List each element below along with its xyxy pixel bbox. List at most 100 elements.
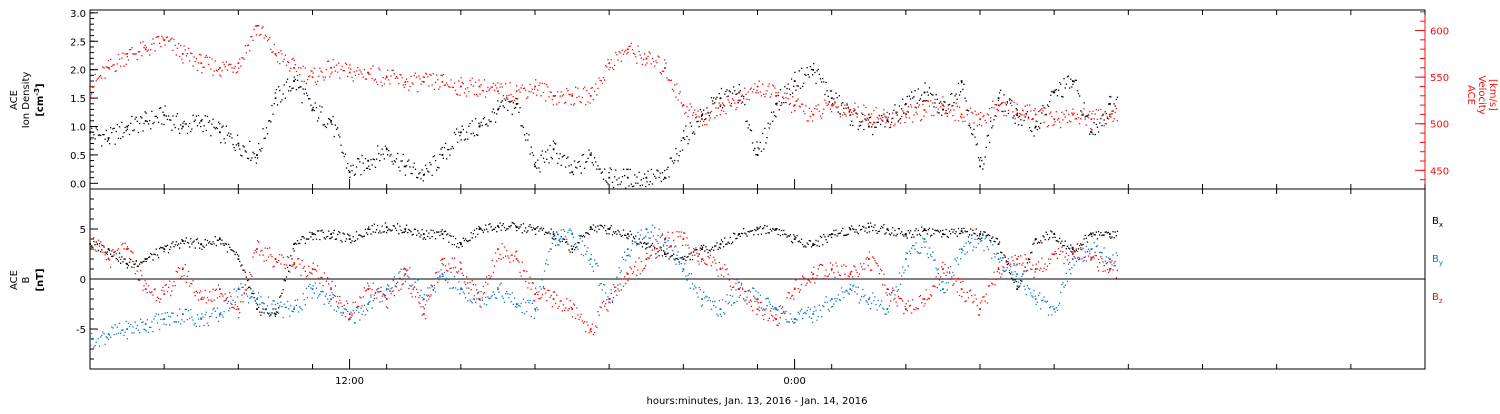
bz-sample — [958, 278, 959, 279]
velocity-sample — [1097, 119, 1098, 120]
bz-sample — [790, 298, 791, 299]
bx-sample — [321, 230, 322, 231]
bz-sample — [196, 291, 197, 292]
by-sample — [495, 297, 496, 298]
density-sample — [946, 110, 947, 111]
bz-sample — [1000, 276, 1001, 277]
bz-sample — [1056, 253, 1057, 254]
by-sample — [568, 230, 569, 231]
velocity-sample — [1010, 99, 1011, 100]
bz-sample — [319, 283, 320, 284]
velocity-sample — [899, 119, 900, 120]
bx-sample — [1002, 257, 1003, 258]
velocity-sample — [356, 70, 357, 71]
density-sample — [443, 158, 444, 159]
density-series — [89, 63, 1118, 189]
velocity-sample — [1005, 102, 1006, 103]
velocity-sample — [893, 125, 894, 126]
bx-sample — [1049, 237, 1050, 238]
bz-sample — [410, 293, 411, 294]
velocity-sample — [268, 39, 269, 40]
bx-sample — [170, 246, 171, 247]
bz-sample — [171, 291, 172, 292]
bz-sample — [682, 245, 683, 246]
bx-sample — [848, 234, 849, 235]
bz-sample — [363, 296, 364, 297]
bz-sample — [996, 279, 997, 280]
velocity-sample — [937, 111, 938, 112]
bz-sample — [194, 292, 195, 293]
bx-sample — [547, 233, 548, 234]
density-point — [553, 148, 555, 150]
density-point — [460, 131, 462, 133]
bz-sample — [172, 285, 173, 286]
density-sample — [759, 148, 760, 149]
bz-sample — [931, 295, 932, 296]
by-sample — [142, 321, 143, 322]
bz-sample — [802, 276, 803, 277]
velocity-sample — [493, 83, 494, 84]
bx-sample — [199, 248, 200, 249]
velocity-point — [516, 90, 518, 92]
velocity-sample — [622, 50, 623, 51]
by-sample — [120, 333, 121, 334]
by-sample — [726, 294, 727, 295]
velocity-sample — [907, 111, 908, 112]
velocity-sample — [969, 123, 970, 124]
bz-sample — [558, 306, 559, 307]
by-sample — [353, 310, 354, 311]
density-sample — [627, 169, 628, 170]
by-point — [812, 313, 814, 315]
density-sample — [1063, 78, 1064, 79]
velocity-sample — [277, 61, 278, 62]
bz-sample — [534, 300, 535, 301]
velocity-sample — [862, 121, 863, 122]
bx-sample — [195, 247, 196, 248]
bz-sample — [364, 287, 365, 288]
density-sample — [166, 115, 167, 116]
bx-point — [367, 228, 369, 230]
velocity-sample — [256, 34, 257, 35]
bz-sample — [604, 306, 605, 307]
bx-sample — [351, 240, 352, 241]
bz-sample — [1010, 263, 1011, 264]
density-sample — [1003, 94, 1004, 95]
by-sample — [1005, 255, 1006, 256]
bz-sample — [810, 282, 811, 283]
by-sample — [674, 259, 675, 260]
density-sample — [170, 120, 171, 121]
by-sample — [397, 278, 398, 279]
bz-sample — [301, 260, 302, 261]
by-sample — [1081, 258, 1082, 259]
density-sample — [330, 122, 331, 123]
bz-sample — [745, 299, 746, 300]
by-sample — [101, 335, 102, 336]
bz-sample — [110, 267, 111, 268]
velocity-point — [404, 81, 406, 83]
by-sample — [340, 312, 341, 313]
velocity-sample — [979, 124, 980, 125]
velocity-sample — [373, 65, 374, 66]
bx-sample — [526, 232, 527, 233]
by-sample — [641, 230, 642, 231]
density-tick-label: 2.0 — [70, 66, 86, 77]
bz-sample — [554, 291, 555, 292]
velocity-sample — [513, 96, 514, 97]
density-sample — [1084, 102, 1085, 103]
bottom-panel-series — [89, 222, 1118, 348]
density-sample — [331, 124, 332, 125]
bz-sample — [443, 264, 444, 265]
by-sample — [973, 246, 974, 247]
by-sample — [936, 268, 937, 269]
bx-point — [831, 233, 833, 235]
by-sample — [280, 302, 281, 303]
velocity-sample — [487, 87, 488, 88]
by-sample — [592, 266, 593, 267]
bz-sample — [631, 268, 632, 269]
by-point — [849, 288, 851, 290]
velocity-sample — [776, 105, 777, 106]
velocity-sample — [220, 76, 221, 77]
density-sample — [338, 134, 339, 135]
bx-point — [1016, 288, 1018, 290]
bx-sample — [1063, 245, 1064, 246]
